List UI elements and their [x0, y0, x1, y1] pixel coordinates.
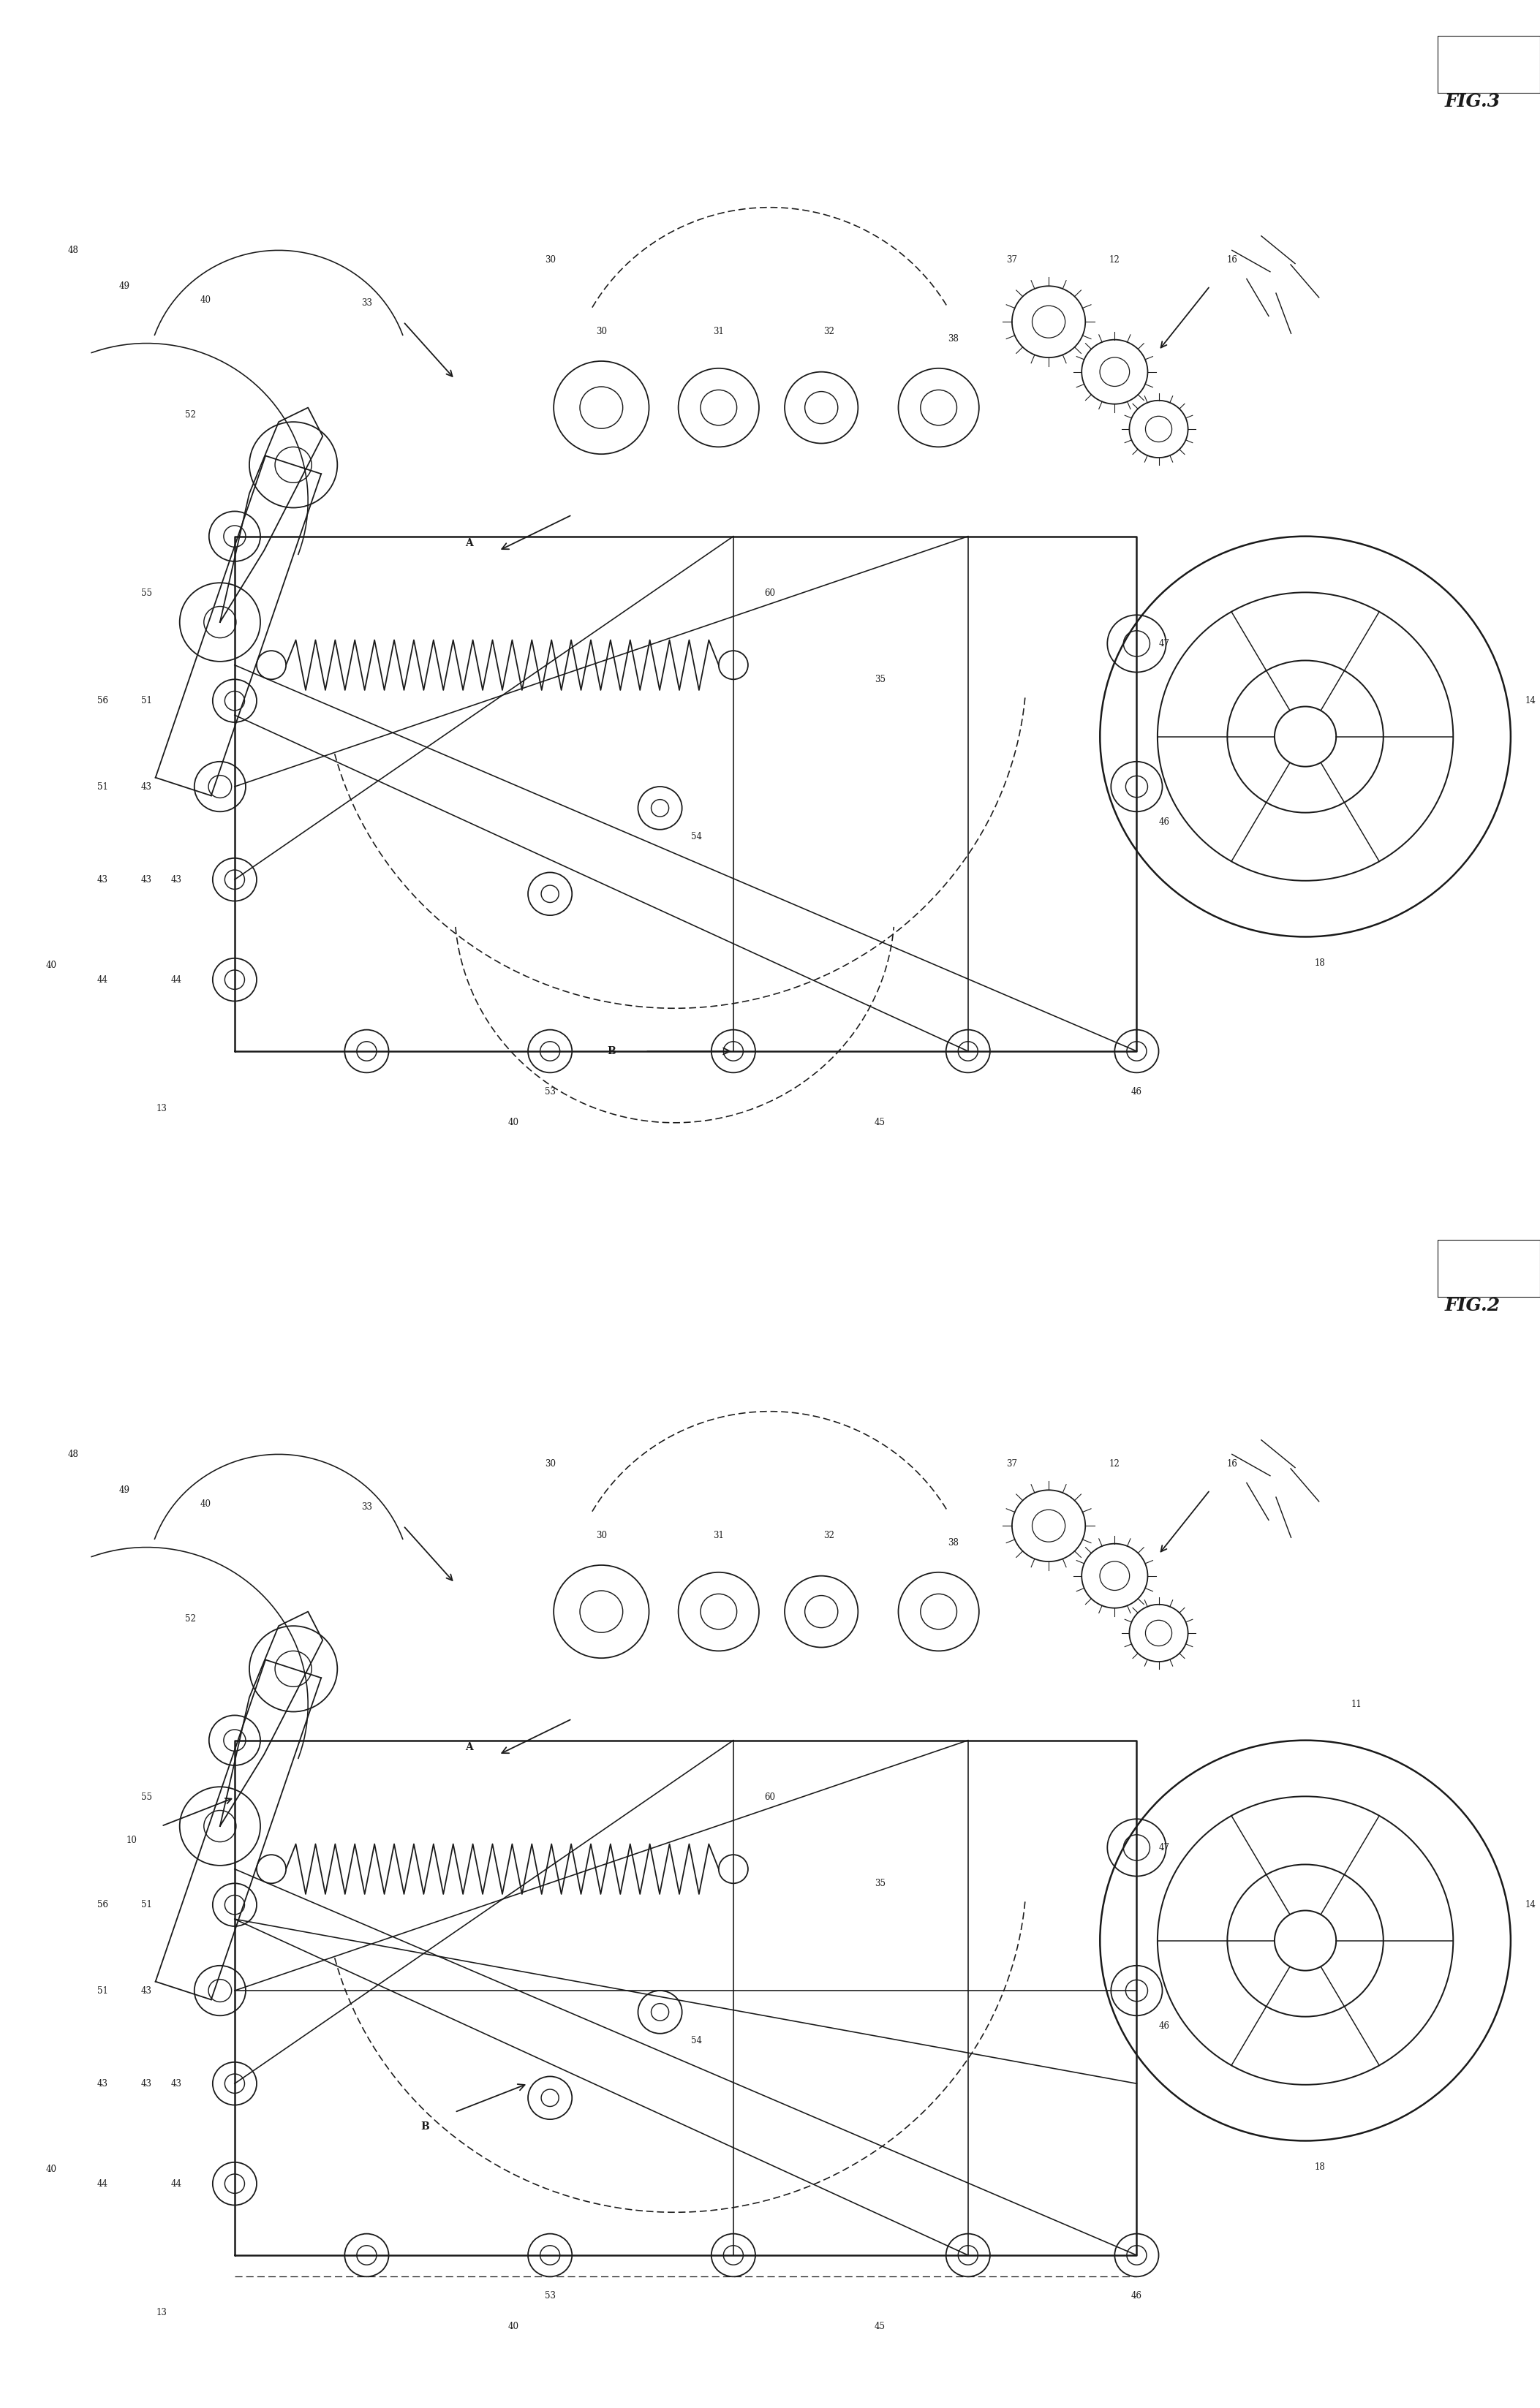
Text: 16: 16	[1226, 1459, 1238, 1469]
Text: 43: 43	[142, 2078, 152, 2088]
Text: 30: 30	[545, 255, 556, 265]
Text: 11: 11	[1351, 1700, 1361, 1710]
Text: 35: 35	[875, 1878, 885, 1888]
Text: 45: 45	[875, 1117, 885, 1127]
Text: 16: 16	[1226, 255, 1238, 265]
Text: 33: 33	[362, 299, 373, 308]
Text: 31: 31	[713, 1531, 724, 1541]
Text: 47: 47	[1158, 1842, 1170, 1852]
Text: 33: 33	[362, 1503, 373, 1512]
Text: 43: 43	[97, 2078, 108, 2088]
Text: 32: 32	[824, 327, 835, 337]
Text: 40: 40	[200, 1500, 211, 1510]
Text: 35: 35	[875, 674, 885, 684]
Text: 47: 47	[1158, 638, 1170, 648]
Text: 49: 49	[119, 282, 131, 291]
Text: 53: 53	[545, 2290, 556, 2300]
Text: 40: 40	[46, 2165, 57, 2174]
Text: FIG.2: FIG.2	[1445, 1298, 1500, 1315]
Text: 55: 55	[142, 1794, 152, 1801]
Text: 54: 54	[691, 831, 702, 840]
Text: A: A	[465, 1743, 473, 1753]
Text: B: B	[607, 1045, 616, 1057]
Text: 30: 30	[596, 327, 607, 337]
Text: 43: 43	[142, 783, 152, 792]
Text: 52: 52	[185, 1613, 196, 1623]
Text: 44: 44	[171, 2179, 182, 2189]
Text: 60: 60	[764, 590, 776, 597]
Text: 46: 46	[1158, 819, 1170, 826]
Text: 44: 44	[97, 2179, 108, 2189]
Text: 40: 40	[200, 296, 211, 306]
Text: 32: 32	[824, 1531, 835, 1541]
Text: 40: 40	[46, 961, 57, 970]
Text: 30: 30	[596, 1531, 607, 1541]
Text: 43: 43	[171, 2078, 182, 2088]
Text: 52: 52	[185, 409, 196, 419]
Text: 37: 37	[1007, 1459, 1018, 1469]
Text: FIG.3: FIG.3	[1445, 94, 1500, 111]
Text: 12: 12	[1109, 1459, 1120, 1469]
Text: A: A	[465, 539, 473, 549]
Text: 37: 37	[1007, 255, 1018, 265]
Text: 18: 18	[1315, 958, 1326, 968]
Text: 12: 12	[1109, 255, 1120, 265]
Text: 43: 43	[97, 874, 108, 884]
Text: 46: 46	[1158, 2023, 1170, 2030]
Text: 44: 44	[97, 975, 108, 985]
Text: 40: 40	[508, 1117, 519, 1127]
Text: 43: 43	[171, 874, 182, 884]
Text: 56: 56	[97, 696, 108, 706]
Text: 18: 18	[1315, 2162, 1326, 2172]
Text: 60: 60	[764, 1794, 776, 1801]
Text: 46: 46	[1132, 1086, 1143, 1096]
Text: 53: 53	[545, 1086, 556, 1096]
Text: 46: 46	[1132, 2290, 1143, 2300]
Text: 51: 51	[97, 1987, 108, 1996]
Text: 56: 56	[97, 1900, 108, 1910]
Text: 55: 55	[142, 590, 152, 597]
Text: 51: 51	[142, 1900, 152, 1910]
Text: 45: 45	[875, 2321, 885, 2331]
Text: 13: 13	[156, 1103, 166, 1112]
Text: 43: 43	[142, 874, 152, 884]
Text: 31: 31	[713, 327, 724, 337]
Text: 13: 13	[156, 2307, 166, 2316]
Text: 51: 51	[97, 783, 108, 792]
Text: 14: 14	[1525, 1900, 1537, 1910]
Text: 49: 49	[119, 1486, 131, 1495]
Text: B: B	[420, 2121, 430, 2131]
Text: 40: 40	[508, 2321, 519, 2331]
Text: 30: 30	[545, 1459, 556, 1469]
Text: 43: 43	[142, 1987, 152, 1996]
Text: 38: 38	[949, 1539, 959, 1548]
Text: 14: 14	[1525, 696, 1537, 706]
Text: 48: 48	[68, 1450, 79, 1459]
Text: 51: 51	[142, 696, 152, 706]
Text: 10: 10	[126, 1835, 137, 1845]
Text: 48: 48	[68, 246, 79, 255]
Text: 38: 38	[949, 335, 959, 344]
Text: 54: 54	[691, 2035, 702, 2044]
Text: 44: 44	[171, 975, 182, 985]
